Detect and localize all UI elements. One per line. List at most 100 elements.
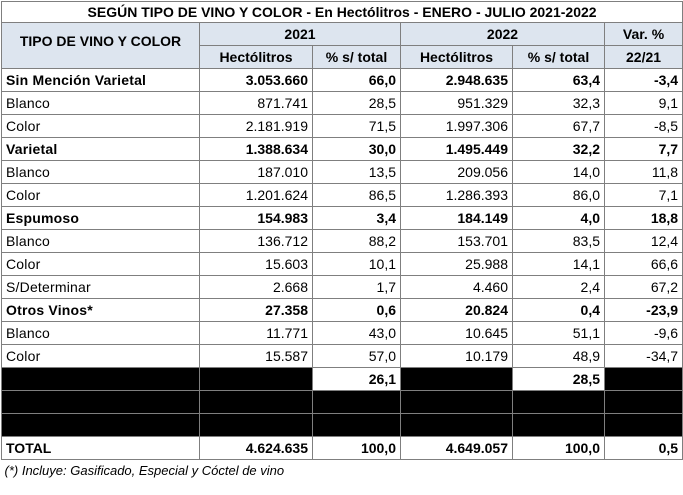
table-row: Color 1.201.624 86,5 1.286.393 86,0 7,1 [1, 183, 683, 207]
cell-h22: 1.495.449 [400, 137, 513, 161]
cell-p21: 0,6 [312, 298, 401, 322]
masked-row: 26,1 28,5 [1, 367, 683, 391]
cell-p21: 30,0 [312, 137, 401, 161]
title-row: SEGÚN TIPO DE VINO Y COLOR - En Hectólit… [0, 1, 683, 23]
masked-cell [312, 390, 401, 414]
cell-p21: 88,2 [312, 229, 401, 253]
table-row: Blanco 187.010 13,5 209.056 14,0 11,8 [1, 160, 683, 184]
masked-cell [512, 413, 605, 437]
cell-h22: 209.056 [400, 160, 513, 184]
table-row: Blanco 11.771 43,0 10.645 51,1 -9,6 [1, 321, 683, 345]
cell-p22: 48,9 [512, 344, 605, 368]
cell-p21: 43,0 [312, 321, 401, 345]
cell-var: -9,6 [603, 321, 683, 345]
table-row: Color 15.587 57,0 10.179 48,9 -34,7 [1, 344, 683, 368]
masked-cell [400, 413, 513, 437]
cell-h22: 951.329 [400, 91, 513, 115]
cell-p22: 83,5 [512, 229, 605, 253]
total-var: 0,5 [603, 436, 683, 460]
cell-h21: 871.741 [199, 91, 313, 115]
cell-p21: 57,0 [312, 344, 401, 368]
row-label: Color [1, 183, 200, 207]
masked-cell [603, 367, 683, 391]
total-row: TOTAL 4.624.635 100,0 4.649.057 100,0 0,5 [1, 436, 683, 460]
masked-row [1, 413, 683, 437]
cell-h22: 25.988 [400, 252, 513, 276]
var-header-line1: Var. % [603, 22, 683, 46]
total-p21: 100,0 [312, 436, 401, 460]
masked-cell [199, 413, 313, 437]
cell-p21: 1,7 [312, 275, 401, 299]
table-row: Blanco 871.741 28,5 951.329 32,3 9,1 [1, 91, 683, 115]
masked-cell [199, 390, 313, 414]
footnote: (*) Incluye: Gasificado, Especial y Cóct… [4, 463, 285, 478]
hl-2021-header: Hectólitros [199, 45, 313, 69]
cell-p21: 13,5 [312, 160, 401, 184]
cell-h21: 1.388.634 [199, 137, 313, 161]
cell-h21: 27.358 [199, 298, 313, 322]
masked-cell [312, 413, 401, 437]
table-title: SEGÚN TIPO DE VINO Y COLOR - En Hectólit… [0, 1, 683, 23]
cell-var: -23,9 [603, 298, 683, 322]
masked-cell [603, 413, 683, 437]
masked-cell [199, 367, 313, 391]
table-row: Espumoso 154.983 3,4 184.149 4,0 18,8 [1, 206, 683, 230]
row-label: Blanco [1, 229, 200, 253]
table-row: Blanco 136.712 88,2 153.701 83,5 12,4 [1, 229, 683, 253]
cell-var: 66,6 [603, 252, 683, 276]
cell-p21: 86,5 [312, 183, 401, 207]
row-label: Espumoso [1, 206, 200, 230]
cell-h22: 10.645 [400, 321, 513, 345]
row-label: Color [1, 252, 200, 276]
year-2021-header: 2021 [199, 22, 401, 46]
cell-h22: 1.286.393 [400, 183, 513, 207]
masked-cell [400, 390, 513, 414]
var-header-line2: 22/21 [603, 45, 683, 69]
total-label: TOTAL [1, 436, 200, 460]
row-label: Blanco [1, 321, 200, 345]
cell-p22: 2,4 [512, 275, 605, 299]
cell-p22: 14,1 [512, 252, 605, 276]
row-label: Otros Vinos* [1, 298, 200, 322]
cell-h21: 15.603 [199, 252, 313, 276]
cell-h22: 1.997.306 [400, 114, 513, 138]
cell-p22: 63,4 [512, 68, 605, 92]
table-row: Color 15.603 10,1 25.988 14,1 66,6 [1, 252, 683, 276]
cell-h21: 2.668 [199, 275, 313, 299]
cell-p21: 28,5 [312, 91, 401, 115]
cell-p22: 32,3 [512, 91, 605, 115]
footnote-row: (*) Incluye: Gasificado, Especial y Cóct… [2, 460, 683, 483]
cell-h22: 20.824 [400, 298, 513, 322]
cell-p22: 4,0 [512, 206, 605, 230]
cell-h22: 153.701 [400, 229, 513, 253]
cell-var: 9,1 [603, 91, 683, 115]
cell-var: -34,7 [603, 344, 683, 368]
total-h22: 4.649.057 [400, 436, 513, 460]
row-label: S/Determinar [1, 275, 200, 299]
header-row-2: Hectólitros % s/ total Hectólitros % s/ … [2, 45, 683, 69]
cell-h22: 184.149 [400, 206, 513, 230]
table-row: S/Determinar 2.668 1,7 4.460 2,4 67,2 [1, 275, 683, 299]
cell-h21: 1.201.624 [199, 183, 313, 207]
cell-h21: 15.587 [199, 344, 313, 368]
masked-pct-2021: 26,1 [312, 367, 401, 391]
header-row-1: TIPO DE VINO Y COLOR 2021 2022 Var. % [1, 22, 683, 69]
row-label: Color [1, 344, 200, 368]
cell-h21: 11.771 [199, 321, 313, 345]
cell-p22: 0,4 [512, 298, 605, 322]
cell-p21: 66,0 [312, 68, 401, 92]
cell-var: 7,1 [603, 183, 683, 207]
total-p22: 100,0 [512, 436, 605, 460]
cell-h21: 154.983 [199, 206, 313, 230]
wine-volume-table: SEGÚN TIPO DE VINO Y COLOR - En Hectólit… [0, 1, 683, 483]
cell-var: 7,7 [603, 137, 683, 161]
masked-row [1, 390, 683, 414]
cell-var: 11,8 [603, 160, 683, 184]
total-h21: 4.624.635 [199, 436, 313, 460]
masked-cell [1, 390, 200, 414]
cell-var: 12,4 [603, 229, 683, 253]
row-label: Sin Mención Varietal [1, 68, 200, 92]
cell-p21: 71,5 [312, 114, 401, 138]
cell-p21: 10,1 [312, 252, 401, 276]
cell-h22: 10.179 [400, 344, 513, 368]
